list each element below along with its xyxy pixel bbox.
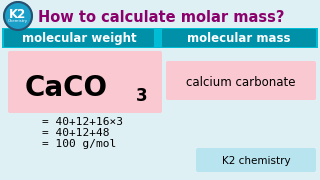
Text: How to calculate molar mass?: How to calculate molar mass? (38, 10, 284, 24)
FancyBboxPatch shape (162, 29, 316, 47)
Circle shape (4, 2, 32, 30)
Text: K2 chemistry: K2 chemistry (222, 156, 290, 166)
Text: CaCO: CaCO (25, 74, 108, 102)
FancyBboxPatch shape (196, 148, 316, 172)
Text: 3: 3 (136, 87, 148, 105)
Text: = 100 g/mol: = 100 g/mol (42, 139, 116, 149)
Text: K2: K2 (9, 8, 27, 21)
FancyBboxPatch shape (166, 61, 316, 100)
Text: Chemistry: Chemistry (8, 19, 28, 23)
FancyBboxPatch shape (2, 28, 318, 48)
Text: calcium carbonate: calcium carbonate (186, 75, 296, 89)
Text: molecular weight: molecular weight (22, 32, 136, 45)
Text: = 40+12+48: = 40+12+48 (42, 128, 109, 138)
FancyBboxPatch shape (4, 29, 154, 47)
Text: molecular mass: molecular mass (187, 32, 291, 45)
Text: = 40+12+16×3: = 40+12+16×3 (42, 117, 123, 127)
FancyBboxPatch shape (8, 51, 162, 113)
